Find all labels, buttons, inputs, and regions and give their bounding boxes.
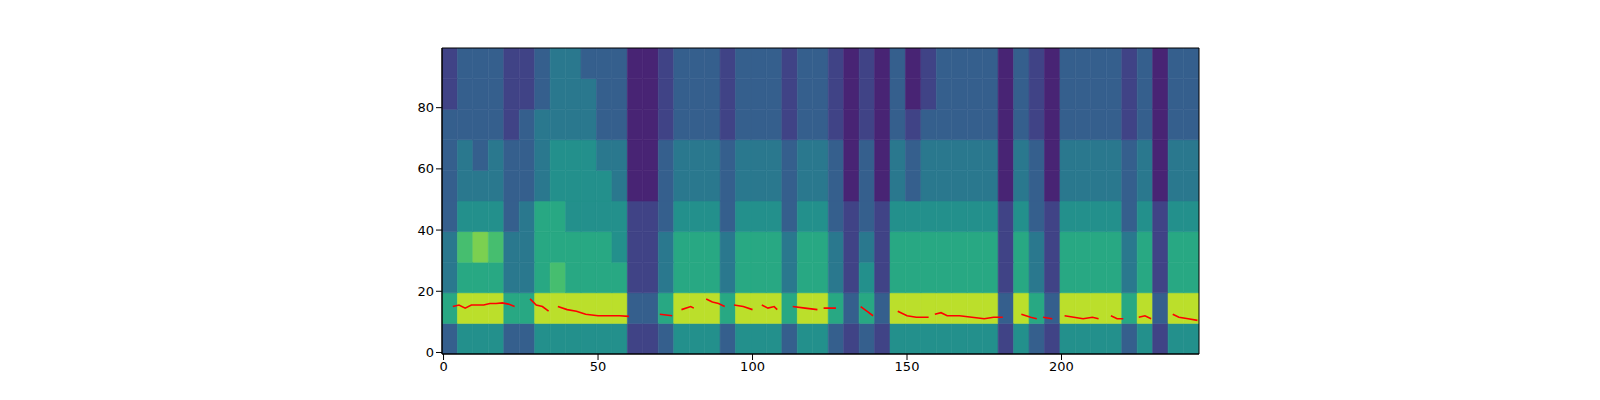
svg-text:60: 60 [417, 161, 434, 176]
svg-text:0: 0 [426, 345, 434, 360]
svg-text:20: 20 [417, 284, 434, 299]
svg-text:200: 200 [1049, 359, 1074, 374]
svg-text:100: 100 [740, 359, 765, 374]
svg-text:40: 40 [417, 223, 434, 238]
svg-text:80: 80 [417, 100, 434, 115]
svg-text:50: 50 [590, 359, 607, 374]
svg-text:0: 0 [439, 359, 447, 374]
svg-text:150: 150 [895, 359, 920, 374]
